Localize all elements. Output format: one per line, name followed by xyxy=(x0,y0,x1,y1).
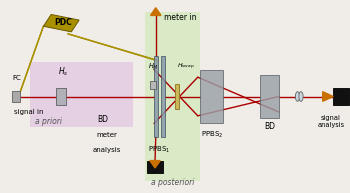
Text: FC: FC xyxy=(12,75,21,81)
Ellipse shape xyxy=(295,92,300,101)
Bar xyxy=(260,75,279,118)
Polygon shape xyxy=(150,161,160,168)
Text: signal in: signal in xyxy=(14,109,43,115)
Bar xyxy=(12,91,20,102)
Bar xyxy=(56,88,66,105)
Bar xyxy=(175,84,179,109)
Bar xyxy=(200,70,223,123)
Text: $H_s$: $H_s$ xyxy=(58,65,68,78)
Polygon shape xyxy=(43,14,79,32)
Text: BD: BD xyxy=(98,115,109,124)
Bar xyxy=(161,56,164,137)
Text: $H_{swap}$: $H_{swap}$ xyxy=(177,62,194,72)
Polygon shape xyxy=(150,8,161,15)
Bar xyxy=(154,56,158,137)
Text: BD: BD xyxy=(264,122,275,131)
Bar xyxy=(145,12,200,181)
Text: meter in: meter in xyxy=(164,13,197,22)
Text: meter: meter xyxy=(96,132,117,138)
Bar xyxy=(30,62,133,127)
Text: a priori: a priori xyxy=(35,117,62,125)
Polygon shape xyxy=(323,92,333,101)
Text: analysis: analysis xyxy=(92,147,121,153)
Text: $H_M$: $H_M$ xyxy=(148,62,159,72)
Text: PPBS$_1$: PPBS$_1$ xyxy=(148,145,170,155)
Bar xyxy=(333,88,349,105)
Text: PDC: PDC xyxy=(54,18,72,27)
Ellipse shape xyxy=(299,92,303,101)
Text: PPBS$_2$: PPBS$_2$ xyxy=(201,130,223,140)
Text: a posteriori: a posteriori xyxy=(151,178,194,187)
Bar xyxy=(147,161,163,173)
Text: signal
analysis: signal analysis xyxy=(317,115,344,128)
Bar xyxy=(150,80,156,89)
